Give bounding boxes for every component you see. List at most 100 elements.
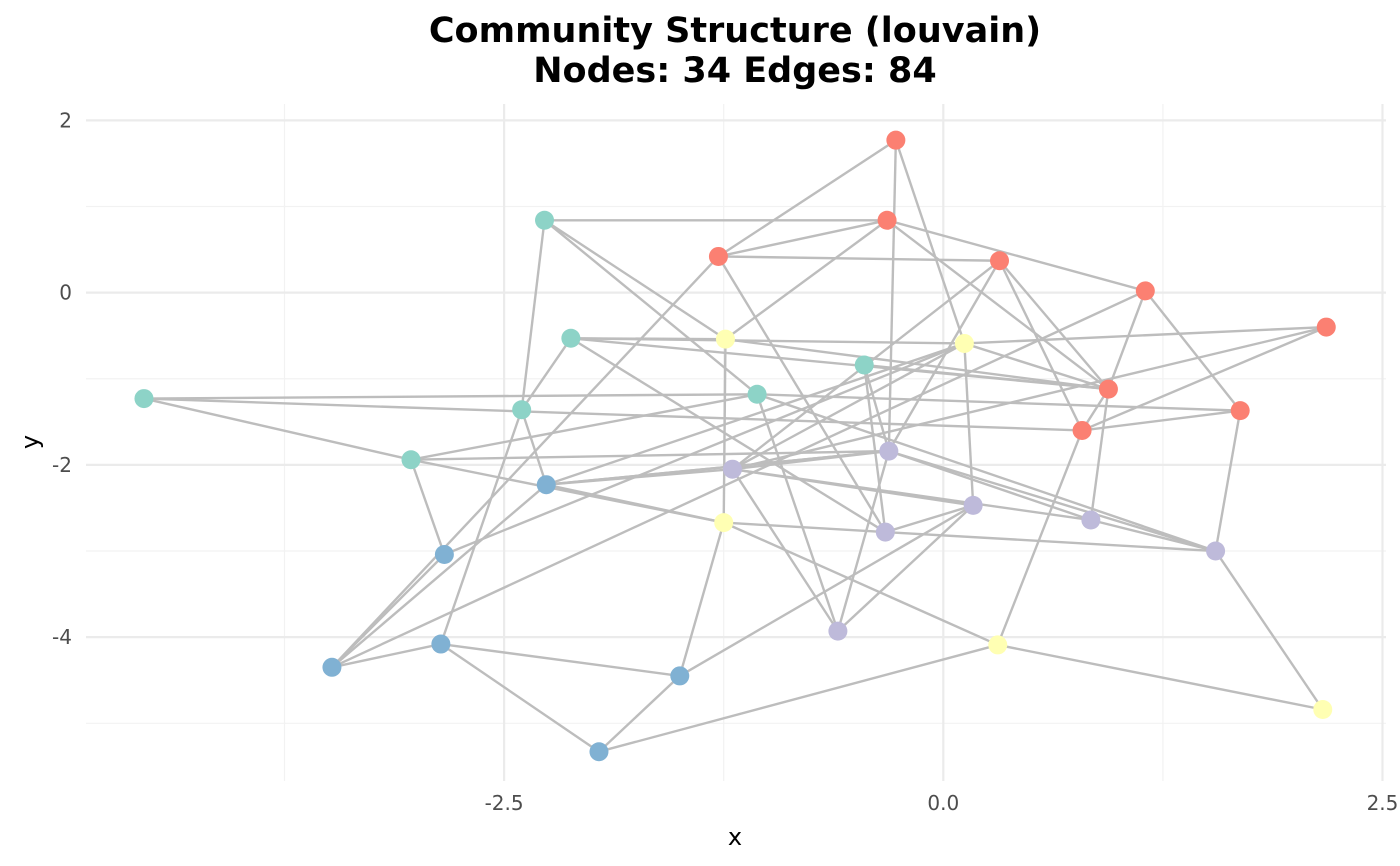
network-node	[434, 544, 454, 564]
network-edge	[722, 339, 727, 523]
network-edge	[997, 643, 1323, 711]
network-edge	[863, 364, 887, 533]
network-edge	[679, 504, 974, 677]
network-node	[875, 522, 895, 542]
network-node	[854, 355, 874, 375]
x-tick-label: -2.5	[485, 791, 524, 815]
network-edge	[678, 522, 725, 677]
network-edge	[718, 219, 888, 258]
network-edge	[410, 393, 758, 461]
network-node	[963, 495, 983, 515]
network-edge	[545, 342, 965, 486]
y-tick-label: -4	[52, 625, 72, 649]
network-edge	[888, 449, 1216, 553]
network-edge	[998, 259, 1110, 390]
network-edge	[731, 342, 965, 471]
network-edge	[732, 468, 974, 507]
network-edge	[731, 468, 839, 632]
network-edge	[717, 139, 897, 258]
network-node	[1316, 317, 1336, 337]
network-edge	[723, 521, 999, 647]
network-edge	[887, 260, 1001, 452]
network-edge	[885, 530, 1216, 553]
network-node	[536, 475, 556, 495]
network-node	[134, 389, 154, 409]
network-node	[431, 634, 451, 654]
network-edge	[998, 260, 1084, 431]
network-node	[828, 621, 848, 641]
network-node	[988, 635, 1008, 655]
network-edge	[1107, 290, 1147, 390]
network-node	[708, 246, 728, 266]
network-edge	[724, 219, 888, 341]
network-edge	[887, 140, 898, 452]
network-edge	[1214, 410, 1242, 552]
network-node	[1072, 420, 1092, 440]
network-edge	[546, 483, 724, 524]
network-edge	[886, 219, 1146, 293]
network-node	[715, 329, 735, 349]
network-edge	[520, 220, 546, 410]
network-node	[879, 441, 899, 461]
network-node	[561, 328, 581, 348]
network-node	[1098, 379, 1118, 399]
network-edge	[331, 483, 548, 669]
network-edge	[409, 459, 446, 555]
network-edge	[996, 430, 1084, 646]
network-edge	[598, 675, 681, 753]
x-tick-label: 2.5	[1367, 791, 1399, 815]
network-edge	[520, 409, 548, 486]
network-edge	[439, 409, 523, 645]
grid	[86, 104, 1386, 781]
network-edge	[331, 289, 1146, 669]
network-edge	[543, 219, 758, 396]
network-node	[322, 657, 342, 677]
network-edge	[440, 643, 600, 753]
network-edge	[836, 450, 890, 632]
network-edge	[331, 255, 720, 669]
x-tick-label: 0.0	[927, 791, 959, 815]
y-tick-label: 0	[59, 281, 72, 305]
network-edge	[546, 449, 889, 486]
network-edge	[864, 363, 1109, 391]
network-edge	[755, 393, 840, 632]
network-node	[535, 210, 555, 230]
y-tick-label: -2	[52, 453, 72, 477]
network-node	[1206, 541, 1226, 561]
y-tick-label: 2	[59, 108, 72, 132]
network-edge	[440, 642, 680, 678]
network-edge	[1144, 290, 1242, 412]
network-node	[1135, 281, 1155, 301]
network-node	[954, 333, 974, 353]
network-node	[722, 459, 742, 479]
network-edge	[143, 397, 412, 461]
network-node	[747, 384, 767, 404]
network-edge	[964, 342, 1109, 391]
network-edge	[886, 219, 1110, 391]
network-edge	[732, 325, 1327, 471]
network-node	[1313, 700, 1333, 720]
network-edge	[888, 449, 1092, 522]
network-node	[886, 130, 906, 150]
node-layer	[134, 130, 1336, 762]
network-edge	[570, 337, 965, 345]
network-edge	[757, 393, 1241, 412]
network-edge	[863, 364, 890, 452]
network-edge	[725, 337, 1109, 391]
network-edge	[1214, 550, 1324, 711]
network-edge	[723, 521, 886, 534]
network-edge	[143, 393, 758, 400]
network-edge	[837, 504, 974, 633]
network-edge	[884, 504, 974, 534]
network-edge	[1081, 325, 1327, 432]
network-node	[990, 251, 1010, 271]
network-edge	[331, 553, 446, 669]
network-node	[877, 210, 897, 230]
network-node	[1230, 401, 1250, 421]
x-axis-label: x	[728, 823, 742, 851]
network-node	[670, 666, 690, 686]
network-edge	[570, 337, 886, 534]
network-edge	[331, 642, 442, 669]
network-node	[589, 742, 609, 762]
network-node	[401, 450, 421, 470]
